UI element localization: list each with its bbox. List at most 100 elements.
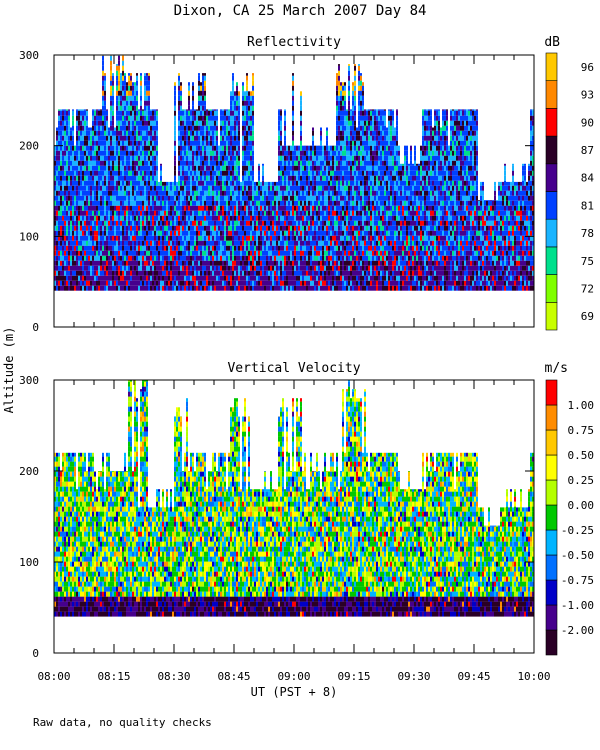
heatmap-cell xyxy=(244,230,246,236)
heatmap-cell xyxy=(54,215,56,221)
heatmap-cell xyxy=(192,170,194,176)
heatmap-cell xyxy=(242,225,244,231)
heatmap-cell xyxy=(154,155,156,161)
heatmap-cell xyxy=(110,95,112,101)
heatmap-cell xyxy=(76,225,78,231)
heatmap-cell xyxy=(126,135,128,141)
heatmap-cell xyxy=(86,285,88,291)
heatmap-cell xyxy=(178,165,180,171)
heatmap-cell xyxy=(242,165,244,171)
heatmap-cell xyxy=(232,210,234,216)
heatmap-cell xyxy=(248,230,250,236)
heatmap-cell xyxy=(210,215,212,221)
heatmap-cell xyxy=(124,170,126,176)
heatmap-cell xyxy=(144,105,146,111)
heatmap-cell xyxy=(160,195,162,201)
heatmap-cell xyxy=(226,200,228,206)
heatmap-cell xyxy=(312,145,314,151)
heatmap-cell xyxy=(112,140,114,146)
heatmap-cell xyxy=(116,230,118,236)
heatmap-cell xyxy=(134,225,136,231)
heatmap-cell xyxy=(232,195,234,201)
heatmap-cell xyxy=(336,285,338,291)
heatmap-cell xyxy=(204,285,206,291)
heatmap-cell xyxy=(166,181,168,186)
heatmap-cell xyxy=(156,220,158,226)
heatmap-cell xyxy=(246,250,248,256)
heatmap-cell xyxy=(56,160,58,166)
heatmap-cell xyxy=(254,255,256,261)
heatmap-cell xyxy=(326,215,328,221)
heatmap-cell xyxy=(88,205,90,211)
heatmap-cell xyxy=(300,105,302,111)
heatmap-cell xyxy=(194,155,196,161)
heatmap-cell xyxy=(70,225,72,231)
heatmap-cell xyxy=(82,109,84,111)
heatmap-cell xyxy=(216,135,218,141)
heatmap-cell xyxy=(332,255,334,261)
heatmap-cell xyxy=(308,220,310,226)
heatmap-cell xyxy=(250,115,252,121)
heatmap-cell xyxy=(68,165,70,171)
heatmap-cell xyxy=(174,170,176,176)
heatmap-cell xyxy=(186,145,188,151)
heatmap-cell xyxy=(150,160,152,166)
heatmap-cell xyxy=(128,145,130,151)
heatmap-cell xyxy=(72,215,74,221)
heatmap-cell xyxy=(200,200,202,206)
heatmap-cell xyxy=(92,180,94,186)
heatmap-cell xyxy=(88,280,90,286)
heatmap-cell xyxy=(152,270,154,276)
heatmap-cell xyxy=(78,109,80,111)
heatmap-cell xyxy=(248,100,250,106)
heatmap-cell xyxy=(84,175,86,181)
heatmap-cell xyxy=(298,195,300,201)
heatmap-cell xyxy=(178,145,180,151)
heatmap-cell xyxy=(82,155,84,161)
heatmap-cell xyxy=(328,245,330,251)
heatmap-cell xyxy=(194,150,196,156)
heatmap-cell xyxy=(228,190,230,196)
heatmap-cell xyxy=(86,260,88,266)
heatmap-cell xyxy=(192,110,194,116)
heatmap-cell xyxy=(336,255,338,261)
heatmap-cell xyxy=(136,210,138,216)
heatmap-cell xyxy=(206,130,208,136)
heatmap-cell xyxy=(118,90,120,96)
heatmap-cell xyxy=(312,127,314,131)
heatmap-cell xyxy=(210,190,212,196)
heatmap-cell xyxy=(98,285,100,291)
heatmap-cell xyxy=(142,165,144,171)
heatmap-cell xyxy=(318,225,320,231)
heatmap-cell xyxy=(160,265,162,271)
heatmap-cell xyxy=(302,150,304,156)
heatmap-cell xyxy=(168,240,170,246)
heatmap-cell xyxy=(168,225,170,231)
heatmap-cell xyxy=(118,130,120,136)
heatmap-cell xyxy=(152,215,154,221)
heatmap-cell xyxy=(154,265,156,271)
heatmap-cell xyxy=(298,175,300,181)
heatmap-cell xyxy=(154,205,156,211)
heatmap-cell xyxy=(306,240,308,246)
heatmap-cell xyxy=(56,275,58,281)
heatmap-cell xyxy=(208,280,210,286)
heatmap-cell xyxy=(210,270,212,276)
heatmap-cell xyxy=(102,95,104,101)
heatmap-cell xyxy=(132,250,134,256)
heatmap-cell xyxy=(234,120,236,126)
heatmap-cell xyxy=(86,280,88,286)
heatmap-cell xyxy=(286,210,288,216)
heatmap-cell xyxy=(228,280,230,286)
heatmap-cell xyxy=(234,250,236,256)
heatmap-cell xyxy=(128,210,130,216)
heatmap-cell xyxy=(80,190,82,196)
heatmap-cell xyxy=(190,210,192,216)
heatmap-cell xyxy=(310,160,312,166)
heatmap-cell xyxy=(246,185,248,191)
heatmap-cell xyxy=(332,175,334,181)
heatmap-cell xyxy=(244,195,246,201)
heatmap-cell xyxy=(278,270,280,276)
heatmap-cell xyxy=(278,280,280,286)
heatmap-cell xyxy=(280,230,282,236)
